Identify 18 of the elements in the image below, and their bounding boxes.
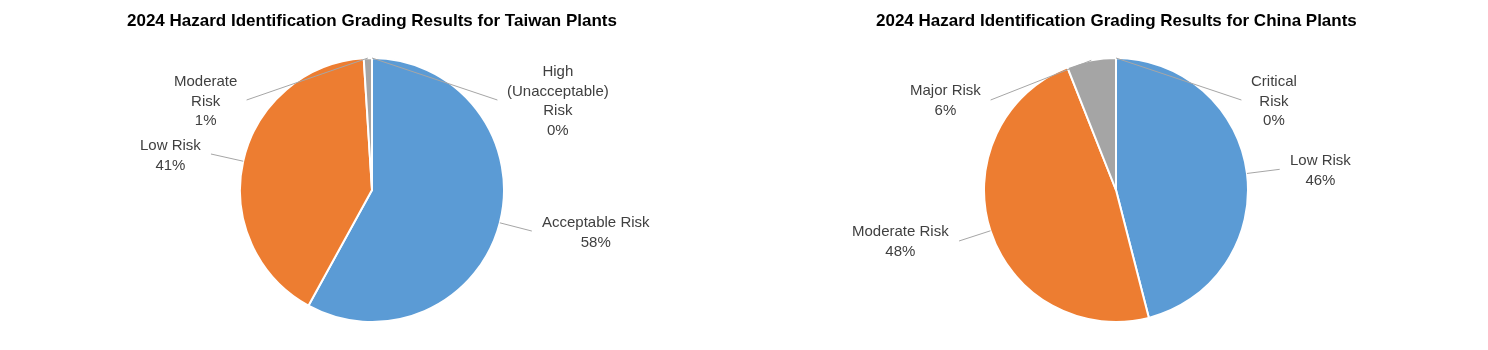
slice-label: Low Risk [140, 136, 202, 153]
data-label: 48% [885, 241, 916, 259]
category-label: Critical Risk [1251, 72, 1297, 109]
category-label: High (Unacceptable) Risk [507, 62, 609, 118]
data-label: 6% [934, 100, 957, 118]
slice-label: Major Risk [910, 81, 982, 98]
text: 0% [547, 120, 569, 138]
data-label: 58% [580, 232, 611, 250]
data-label: 41% [155, 155, 186, 173]
slice-label: Low Risk [1290, 151, 1352, 168]
data-label: 1% [194, 111, 217, 128]
slice-label: Acceptable Risk [542, 213, 651, 230]
chart-title: 2024 Hazard Identification Grading Results for Taiwan Plants [127, 11, 617, 30]
text: 0% [1263, 111, 1285, 128]
slice-label: Moderate Risk [174, 72, 238, 109]
data-label: 46% [1305, 170, 1336, 188]
slice-label: Moderate Risk [852, 222, 950, 239]
chart-title: 2024 Hazard Identification Grading Results for China Plants [876, 11, 1357, 30]
